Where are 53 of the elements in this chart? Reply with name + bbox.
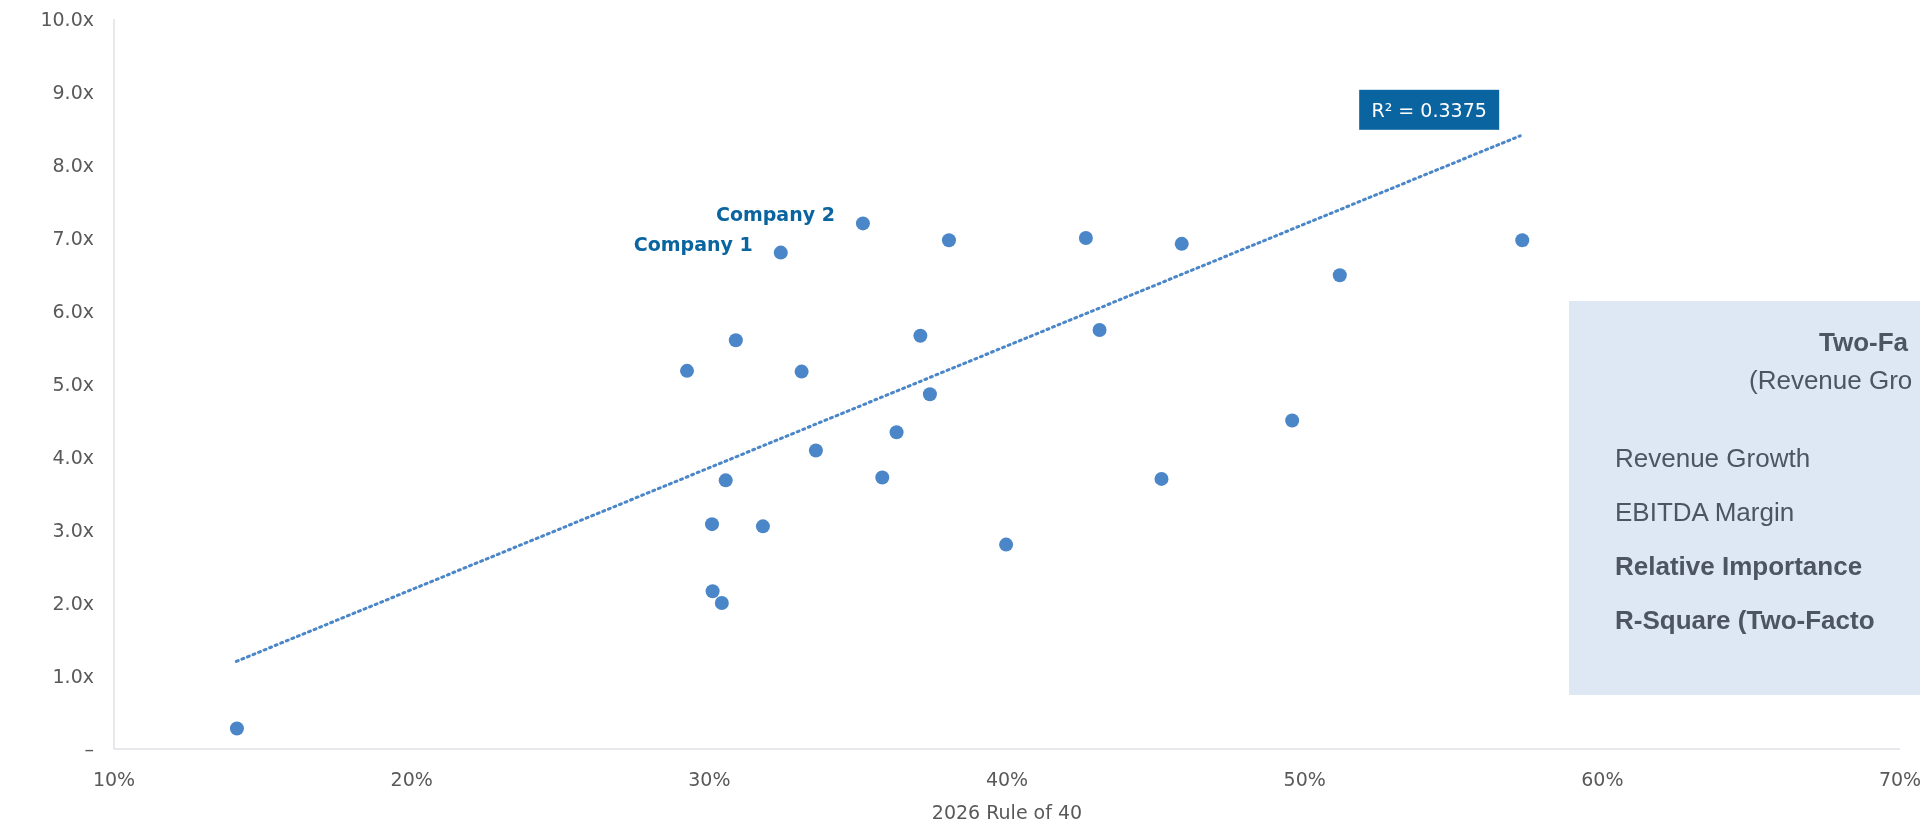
annotation: Company 1 — [633, 232, 753, 255]
y-tick-label: 7.0x — [52, 226, 94, 249]
point — [875, 470, 890, 485]
annotation: Company 2 — [715, 203, 835, 226]
y-tick-label: 4.0x — [52, 445, 94, 468]
point — [680, 363, 695, 378]
annotation: R-Square (Two-Facto — [1615, 605, 1875, 636]
y-tick-label: 9.0x — [52, 80, 94, 103]
point — [773, 245, 788, 260]
point — [705, 584, 720, 599]
point — [808, 443, 823, 458]
annotation: Two-Fa — [1819, 327, 1909, 358]
annotation: Revenue Growth — [1615, 443, 1811, 474]
y-tick-label: 10.0x — [40, 7, 94, 30]
annotation: R² = 0.3375 — [1371, 98, 1487, 121]
point — [1332, 268, 1347, 283]
x-tick-label: 20% — [390, 768, 433, 791]
point — [1078, 231, 1093, 245]
annotation: Relative Importance — [1615, 551, 1863, 582]
annotation: (Revenue Gro — [1749, 365, 1913, 396]
point — [794, 364, 809, 379]
point — [718, 473, 733, 488]
point — [889, 425, 904, 440]
point — [1515, 233, 1530, 248]
y-tick-label: 3.0x — [52, 518, 94, 541]
y-tick-label: 1.0x — [52, 664, 94, 687]
point — [1154, 471, 1169, 486]
x-tick-label: 10% — [92, 768, 136, 791]
x-tick-label: 40% — [985, 768, 1029, 791]
annotation: EBITDA Margin — [1615, 497, 1795, 528]
x-tick-label: 60% — [1581, 768, 1624, 791]
point — [728, 333, 743, 348]
y-tick-label: – — [84, 737, 94, 760]
point — [855, 216, 870, 231]
x-tick-label: 50% — [1283, 768, 1326, 791]
y-tick-label: 6.0x — [52, 299, 94, 322]
point — [1092, 322, 1107, 337]
point — [1285, 413, 1300, 428]
x-axis-title: 2026 Rule of 40 — [931, 801, 1083, 823]
point — [999, 537, 1014, 552]
point — [714, 596, 729, 610]
x-tick-label: 30% — [688, 768, 731, 791]
y-tick-label: 8.0x — [52, 153, 94, 176]
point — [229, 721, 244, 736]
x-tick-label: 70% — [1878, 768, 1922, 791]
point — [922, 387, 937, 402]
point — [941, 233, 956, 248]
y-tick-label: 2.0x — [52, 591, 94, 614]
y-tick-label: 5.0x — [52, 372, 94, 395]
point — [755, 519, 770, 534]
point — [913, 328, 928, 343]
point — [1174, 236, 1189, 251]
point — [705, 517, 720, 532]
